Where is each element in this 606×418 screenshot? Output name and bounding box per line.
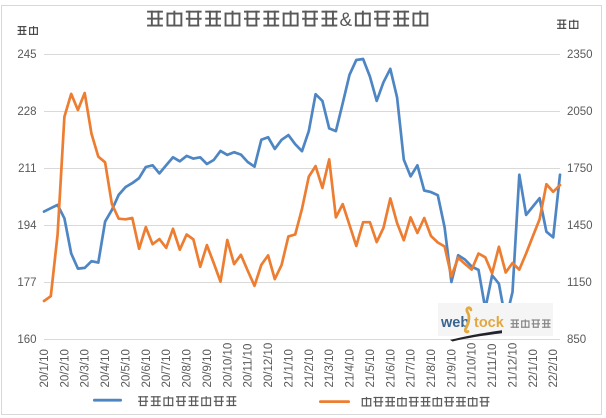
svg-text:21/9/10: 21/9/10 — [446, 349, 458, 387]
svg-text:20/11/10: 20/11/10 — [243, 344, 255, 388]
svg-text:20/3/10: 20/3/10 — [80, 349, 92, 387]
svg-text:177: 177 — [17, 277, 36, 289]
svg-text:20/1/10: 20/1/10 — [39, 349, 51, 387]
svg-text:21/5/10: 21/5/10 — [365, 349, 377, 387]
svg-text:194: 194 — [17, 220, 37, 232]
svg-text:21/8/10: 21/8/10 — [426, 349, 438, 387]
svg-text:21/2/10: 21/2/10 — [304, 349, 316, 387]
svg-text:2350: 2350 — [567, 49, 593, 61]
svg-text:20/7/10: 20/7/10 — [161, 349, 173, 387]
svg-text:20/9/10: 20/9/10 — [202, 349, 214, 387]
svg-text:&: & — [340, 10, 353, 31]
svg-text:20/5/10: 20/5/10 — [121, 349, 133, 387]
svg-text:20/12/10: 20/12/10 — [263, 343, 275, 388]
svg-text:20/8/10: 20/8/10 — [182, 349, 194, 387]
svg-text:850: 850 — [567, 334, 586, 346]
svg-text:web: web — [440, 315, 469, 331]
svg-text:20/10/10: 20/10/10 — [222, 343, 234, 388]
svg-text:21/3/10: 21/3/10 — [324, 349, 336, 387]
svg-text:228: 228 — [17, 106, 36, 118]
svg-text:21/10/10: 21/10/10 — [467, 343, 479, 388]
svg-text:20/4/10: 20/4/10 — [100, 349, 112, 387]
svg-text:1450: 1450 — [567, 220, 593, 232]
svg-text:20/6/10: 20/6/10 — [141, 349, 153, 387]
svg-text:21/7/10: 21/7/10 — [406, 349, 418, 387]
svg-text:245: 245 — [17, 49, 36, 61]
svg-text:21/11/10: 21/11/10 — [487, 344, 499, 388]
svg-text:20/2/10: 20/2/10 — [59, 349, 71, 387]
svg-text:211: 211 — [18, 163, 36, 175]
svg-text:160: 160 — [17, 334, 36, 346]
svg-text:21/12/10: 21/12/10 — [508, 343, 520, 388]
svg-text:2050: 2050 — [567, 106, 593, 118]
svg-text:1150: 1150 — [567, 277, 592, 289]
svg-text:tock: tock — [474, 315, 505, 331]
svg-text:1750: 1750 — [567, 163, 593, 175]
svg-text:22/2/10: 22/2/10 — [548, 349, 560, 387]
svg-text:21/1/10: 21/1/10 — [283, 349, 295, 387]
svg-text:22/1/10: 22/1/10 — [528, 349, 540, 387]
svg-text:21/4/10: 21/4/10 — [345, 349, 357, 387]
svg-text:21/6/10: 21/6/10 — [385, 349, 397, 387]
